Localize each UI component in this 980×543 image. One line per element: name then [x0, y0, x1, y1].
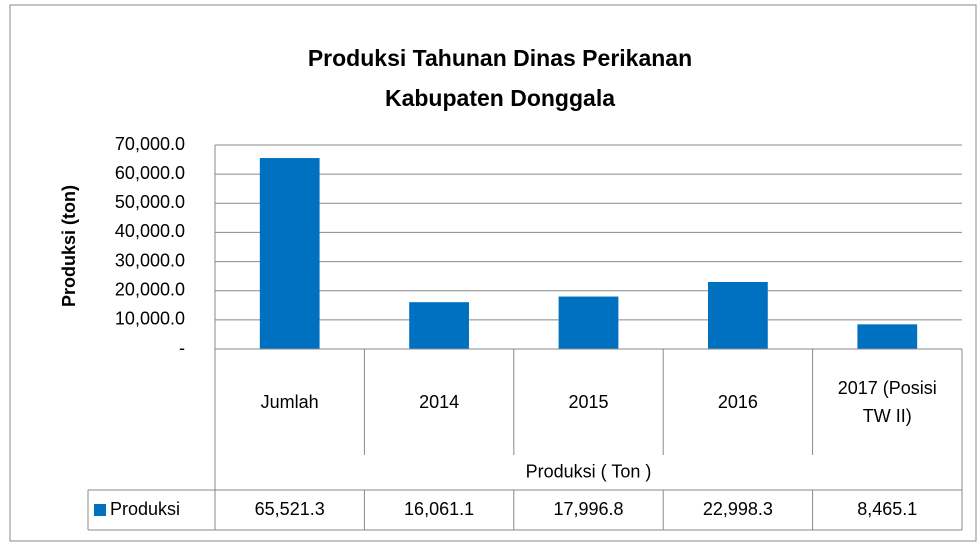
bar — [708, 281, 768, 349]
x-axis-title: Produksi ( Ton ) — [526, 461, 652, 481]
legend-swatch — [94, 504, 106, 516]
y-tick-label: 70,000.0 — [115, 134, 185, 154]
data-table-value: 22,998.3 — [703, 499, 773, 519]
y-tick-label: 60,000.0 — [115, 163, 185, 183]
data-table-value: 17,996.8 — [553, 499, 623, 519]
x-tick-label: Jumlah — [260, 392, 319, 412]
bar — [558, 296, 619, 349]
y-tick-label: 40,000.0 — [115, 221, 185, 241]
chart-border — [9, 4, 977, 542]
y-tick-label: 10,000.0 — [115, 309, 185, 329]
data-table-value: 65,521.3 — [255, 499, 325, 519]
x-tick-label: 2017 (Posisi TW II) — [837, 378, 937, 426]
y-tick-label: 50,000.0 — [115, 192, 185, 212]
bar — [409, 302, 469, 349]
y-axis-title: Produksi (ton) — [59, 185, 79, 307]
bar — [857, 324, 918, 349]
bar — [259, 158, 320, 349]
x-tick-label: 2015 — [568, 392, 609, 412]
data-table-value: 8,465.1 — [857, 499, 917, 519]
y-tick-label: 20,000.0 — [115, 279, 185, 299]
y-tick-label: - — [179, 338, 185, 358]
legend-label: Produksi — [110, 499, 180, 519]
data-table-value: 16,061.1 — [404, 499, 474, 519]
y-tick-label: 30,000.0 — [115, 250, 185, 270]
chart-title: Produksi Tahunan Dinas Perikanan Kabupat… — [307, 45, 693, 111]
x-tick-label: 2014 — [419, 392, 460, 412]
x-tick-label: 2016 — [717, 392, 758, 412]
